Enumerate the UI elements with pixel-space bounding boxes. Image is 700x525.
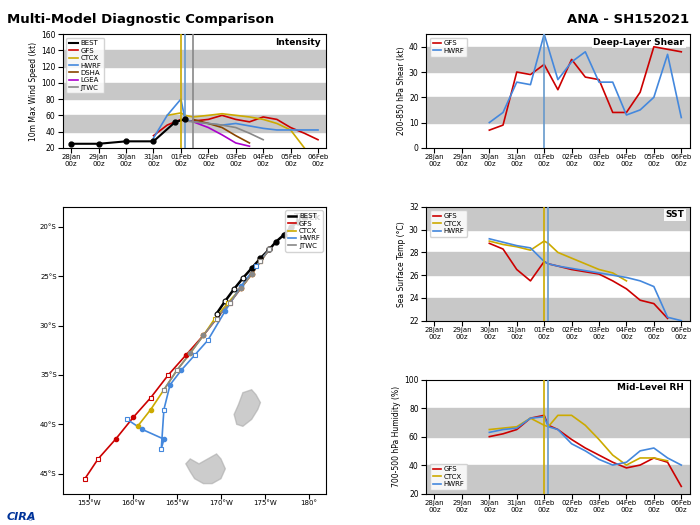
Text: Mid-Level RH: Mid-Level RH	[617, 383, 684, 392]
Text: ®: ®	[27, 517, 34, 522]
Y-axis label: 10m Max Wind Speed (kt): 10m Max Wind Speed (kt)	[29, 41, 38, 141]
Polygon shape	[234, 390, 260, 426]
Y-axis label: Sea Surface Temp (°C): Sea Surface Temp (°C)	[397, 221, 406, 307]
Text: SST: SST	[666, 211, 684, 219]
Bar	[426, 408, 690, 437]
Legend: GFS, CTCX, HWRF: GFS, CTCX, HWRF	[430, 211, 468, 237]
Legend: BEST, GFS, CTCX, HWRF, DSHA, LGEA, JTWC: BEST, GFS, CTCX, HWRF, DSHA, LGEA, JTWC	[66, 38, 104, 93]
Text: Track: Track	[294, 213, 321, 222]
Text: Deep-Layer Shear: Deep-Layer Shear	[594, 37, 684, 47]
Y-axis label: 200-850 hPa Shear (kt): 200-850 hPa Shear (kt)	[397, 47, 406, 135]
Bar	[426, 47, 690, 72]
Legend: GFS, CTCX, HWRF: GFS, CTCX, HWRF	[430, 464, 468, 490]
Bar	[426, 298, 690, 321]
Legend: BEST, GFS, CTCX, HWRF, JTWC: BEST, GFS, CTCX, HWRF, JTWC	[285, 211, 323, 251]
Text: Intensity: Intensity	[275, 37, 321, 47]
Bar	[426, 97, 690, 122]
Bar	[63, 50, 326, 67]
Bar	[426, 207, 690, 230]
Bar	[426, 465, 690, 493]
Bar	[63, 116, 326, 132]
Polygon shape	[186, 454, 225, 484]
Bar	[426, 253, 690, 275]
Text: Multi-Model Diagnostic Comparison: Multi-Model Diagnostic Comparison	[7, 13, 274, 26]
Text: CIRA: CIRA	[7, 512, 36, 522]
Legend: GFS, HWRF: GFS, HWRF	[430, 38, 468, 57]
Y-axis label: 700-500 hPa Humidity (%): 700-500 hPa Humidity (%)	[392, 386, 401, 487]
Text: ANA - SH152021: ANA - SH152021	[568, 13, 690, 26]
Bar	[63, 83, 326, 99]
